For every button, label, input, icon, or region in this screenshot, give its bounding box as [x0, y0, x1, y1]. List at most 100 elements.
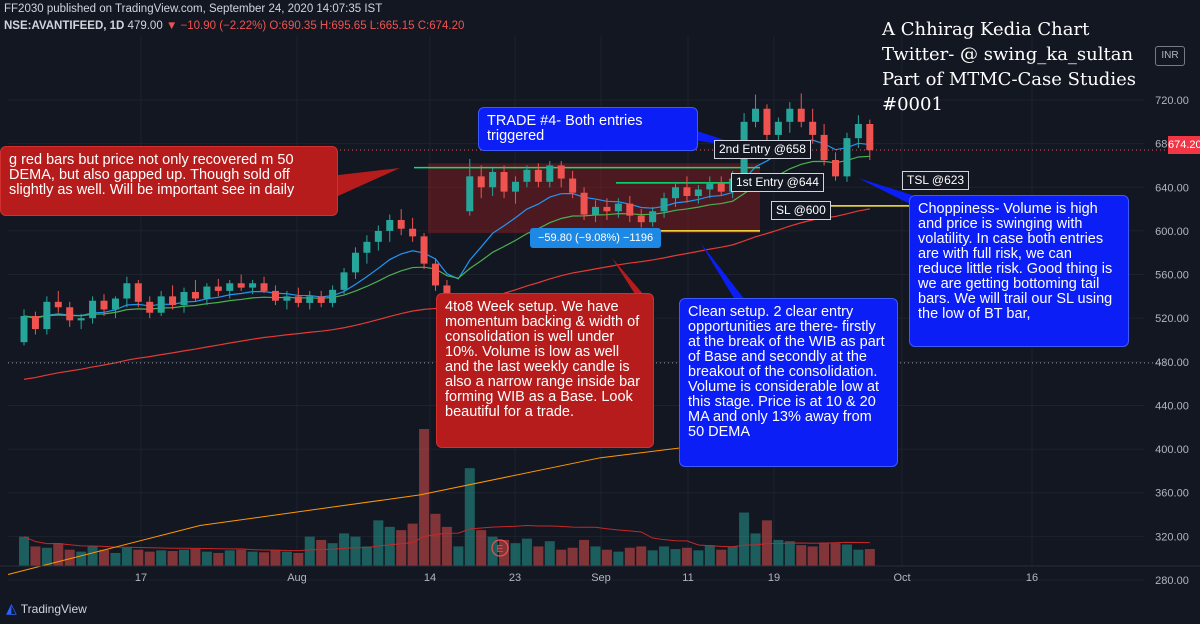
watermark-line-2: Twitter- @ swing_ka_sultan	[882, 44, 1134, 65]
candle-body	[237, 283, 245, 288]
last-price-tag: 674.20	[1168, 136, 1200, 154]
candle-body	[294, 296, 302, 303]
x-tick-label: 17	[135, 572, 147, 584]
volume-bar	[453, 546, 464, 566]
candle-body	[374, 230, 382, 242]
candle-body	[431, 263, 439, 286]
candle-body	[43, 301, 51, 330]
volume-bar	[350, 536, 361, 566]
volume-bar	[864, 549, 875, 566]
volume-bar	[499, 539, 510, 566]
symbol[interactable]: NSE:AVANTIFEED, 1D	[4, 20, 125, 32]
volume-bar	[556, 549, 567, 566]
ema-20-line	[23, 155, 870, 318]
measure-tool-label[interactable]: −59.80 (−9.08%) −1196	[530, 228, 662, 248]
symbol-line: NSE:AVANTIFEED, 1D 479.00 ▼ −10.90 (−2.2…	[4, 20, 464, 32]
footer: ◭ TradingView	[0, 596, 1200, 624]
volume-bar	[190, 549, 201, 566]
arrow-setup-note	[612, 258, 650, 302]
note-trade: TRADE #4- Both entries triggered	[478, 107, 698, 151]
volume-bar	[853, 549, 864, 566]
volume-bar	[830, 543, 841, 566]
volume-bar	[670, 549, 681, 566]
volume-bar	[339, 533, 350, 566]
candle-body	[329, 289, 337, 303]
volume-bar	[784, 541, 795, 566]
candle-body	[157, 296, 165, 313]
candle-body	[31, 316, 39, 330]
volume-bar	[247, 551, 258, 566]
volume-bar	[19, 536, 29, 566]
candle-body	[557, 165, 565, 179]
volume-bar	[727, 546, 738, 566]
volume-bar	[796, 545, 807, 566]
candle-body	[420, 236, 428, 264]
volume-bar	[121, 547, 132, 566]
candle-body	[249, 283, 257, 288]
volume-bar	[464, 468, 475, 566]
volume-bar	[373, 520, 384, 566]
candle-body	[180, 292, 188, 306]
candle-body	[66, 307, 74, 321]
y-tick-label: 440.00	[1155, 400, 1189, 412]
volume-bar	[716, 549, 727, 566]
arrow-clean-note	[700, 242, 745, 300]
y-tick-label: 560.00	[1155, 270, 1189, 282]
candle-body	[832, 160, 840, 177]
volume-ma-line	[23, 524, 870, 552]
candle-body	[809, 121, 817, 135]
candle-body	[283, 296, 291, 301]
volume-bar	[647, 550, 658, 566]
candle-body	[592, 206, 599, 215]
chart-header: FF2030 published on TradingView.com, Sep…	[0, 0, 840, 36]
candle-body	[694, 189, 702, 196]
volume-bar	[807, 546, 818, 566]
candle-body	[123, 283, 131, 299]
volume-bar	[544, 541, 555, 566]
x-tick-label: Oct	[893, 572, 910, 584]
tradingview-logo-icon: ◭	[6, 600, 17, 616]
candle-body	[54, 301, 62, 308]
entry1-label: 1st Entry @644	[731, 173, 824, 192]
y-tick-label: 600.00	[1155, 226, 1189, 238]
volume-bar	[693, 550, 704, 566]
change-down-icon: ▼	[165, 20, 178, 32]
volume-bar	[41, 547, 52, 566]
volume-bar	[327, 543, 338, 566]
author-watermark: A Chhirag Kedia Chart Twitter- @ swing_k…	[882, 17, 1200, 117]
volume-bar	[441, 526, 452, 566]
volume-bar	[270, 550, 281, 566]
volume-bar	[750, 533, 761, 566]
candle-body	[386, 220, 394, 231]
candle-body	[214, 286, 222, 291]
volume-bar	[773, 539, 784, 566]
volume-bar	[236, 549, 247, 566]
candle-body	[797, 108, 805, 122]
volume-bar	[304, 536, 315, 566]
volume-bar	[76, 551, 87, 566]
tradingview-logo[interactable]: ◭ TradingView	[6, 600, 87, 617]
volume-bar	[144, 551, 155, 566]
volume-bar	[156, 550, 167, 566]
volume-bar	[476, 530, 487, 566]
note-clean: Clean setup. 2 clear entry opportunities…	[679, 298, 898, 467]
volume-bar	[841, 544, 852, 566]
watermark-line-1: A Chhirag Kedia Chart	[882, 19, 1090, 40]
volume-bar	[681, 547, 692, 566]
volume-bar	[213, 552, 224, 566]
candle-body	[569, 178, 577, 193]
earnings-marker-label: E	[497, 544, 504, 555]
candle-body	[534, 169, 542, 182]
volume-bar	[259, 552, 270, 566]
candle-body	[226, 283, 234, 291]
candle-body	[752, 108, 760, 122]
volume-bar	[739, 512, 750, 566]
volume-bar	[430, 513, 441, 566]
entry2-label: 2nd Entry @658	[714, 140, 811, 159]
candle-body	[637, 215, 645, 223]
volume-bar	[201, 551, 212, 566]
candle-body	[306, 296, 314, 303]
currency-badge[interactable]: INR	[1155, 46, 1185, 66]
volume-bar	[613, 551, 624, 566]
price-change: −10.90 (−2.22%)	[180, 20, 267, 32]
